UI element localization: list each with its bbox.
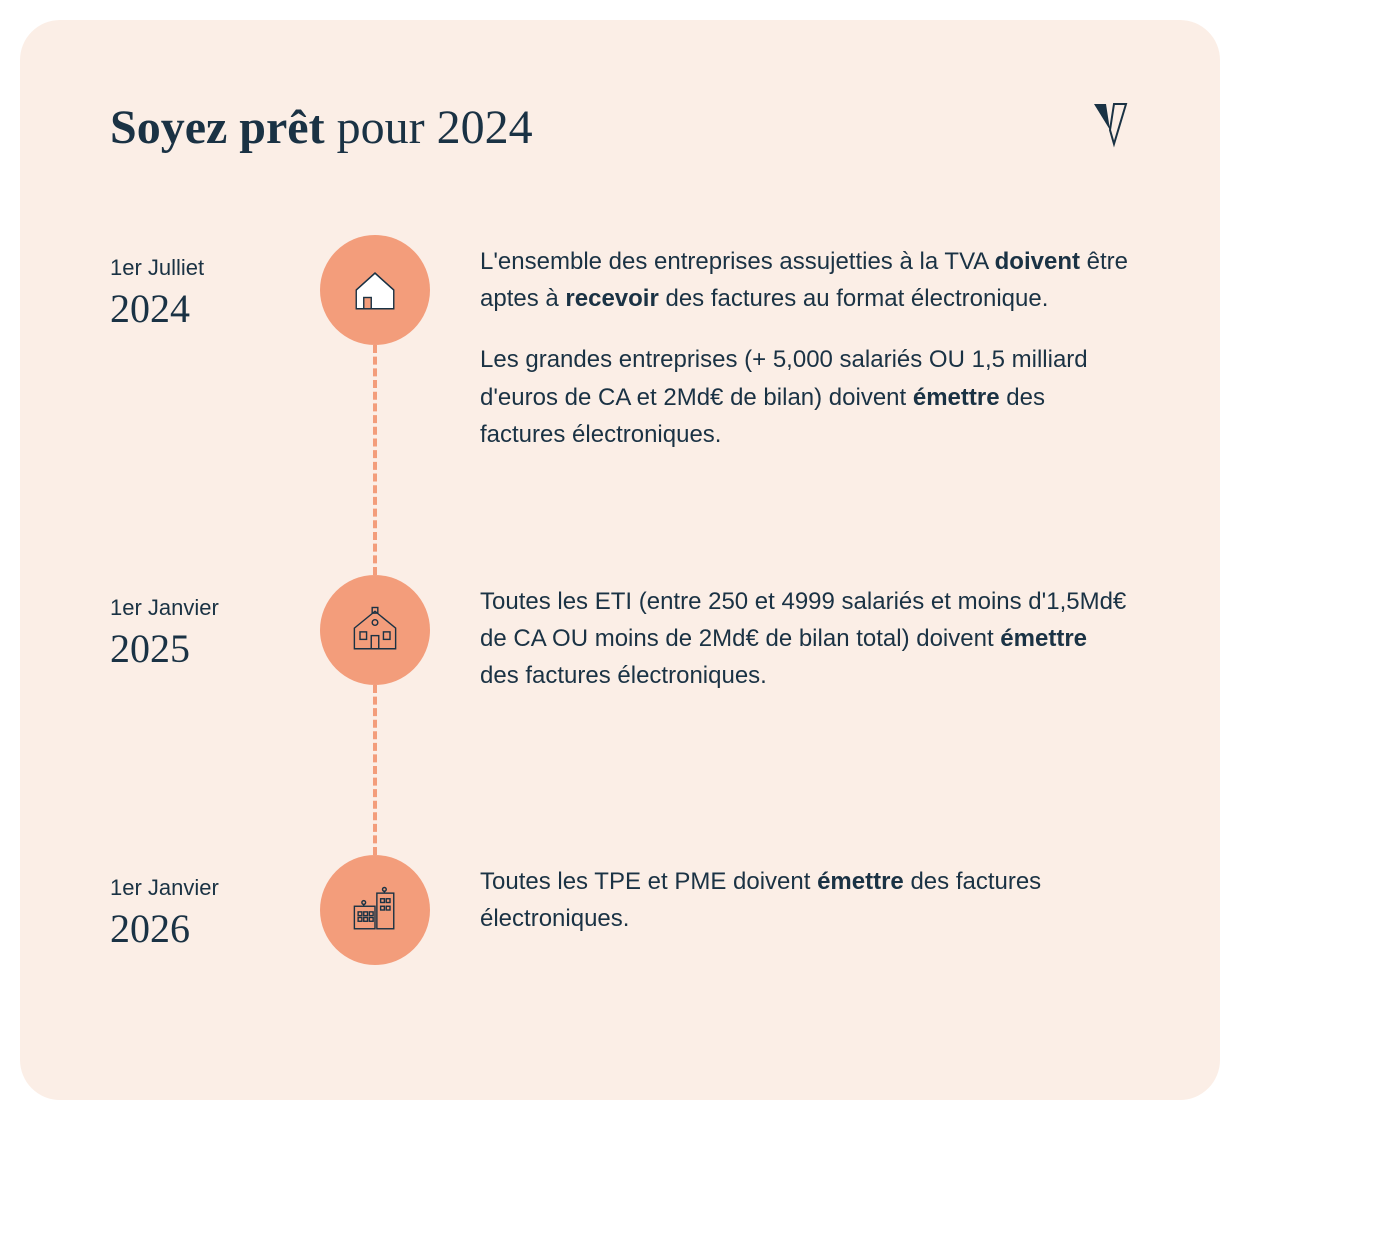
timeline-connector xyxy=(373,685,377,855)
header: Soyez prêt pour 2024 xyxy=(110,100,1130,155)
timeline-item: 1er Janvier 2025 Toutes les E xyxy=(110,575,1130,855)
icon-column xyxy=(310,575,440,685)
date-year: 2026 xyxy=(110,905,310,952)
title-bold: Soyez prêt xyxy=(110,101,325,154)
icon-column xyxy=(310,855,440,965)
description-paragraph: L'ensemble des entreprises assujetties à… xyxy=(480,243,1130,317)
date-column: 1er Julliet 2024 xyxy=(110,235,310,332)
info-card: Soyez prêt pour 2024 1er Julliet 2024 xyxy=(20,20,1220,1100)
description-paragraph: Toutes les ETI (entre 250 et 4999 salari… xyxy=(480,583,1130,695)
date-label: 1er Janvier xyxy=(110,595,310,621)
date-year: 2025 xyxy=(110,625,310,672)
page-title: Soyez prêt pour 2024 xyxy=(110,100,533,155)
timeline-connector xyxy=(373,345,377,575)
timeline-item: 1er Julliet 2024 L'ensemble des entrepri… xyxy=(110,235,1130,575)
timeline-item: 1er Janvier 2026 xyxy=(110,855,1130,995)
house-small-icon xyxy=(320,235,430,345)
description-paragraph: Les grandes entreprises (+ 5,000 salarié… xyxy=(480,341,1130,453)
date-year: 2024 xyxy=(110,285,310,332)
buildings-icon xyxy=(320,855,430,965)
icon-column xyxy=(310,235,440,345)
description: Toutes les ETI (entre 250 et 4999 salari… xyxy=(440,575,1130,719)
date-column: 1er Janvier 2026 xyxy=(110,855,310,952)
brand-logo-icon xyxy=(1090,100,1130,148)
description-paragraph: Toutes les TPE et PME doivent émettre de… xyxy=(480,863,1130,937)
date-label: 1er Janvier xyxy=(110,875,310,901)
date-label: 1er Julliet xyxy=(110,255,310,281)
title-rest: pour 2024 xyxy=(325,101,533,154)
date-column: 1er Janvier 2025 xyxy=(110,575,310,672)
timeline: 1er Julliet 2024 L'ensemble des entrepri… xyxy=(110,235,1130,995)
description: L'ensemble des entreprises assujetties à… xyxy=(440,235,1130,477)
description: Toutes les TPE et PME doivent émettre de… xyxy=(440,855,1130,961)
house-medium-icon xyxy=(320,575,430,685)
